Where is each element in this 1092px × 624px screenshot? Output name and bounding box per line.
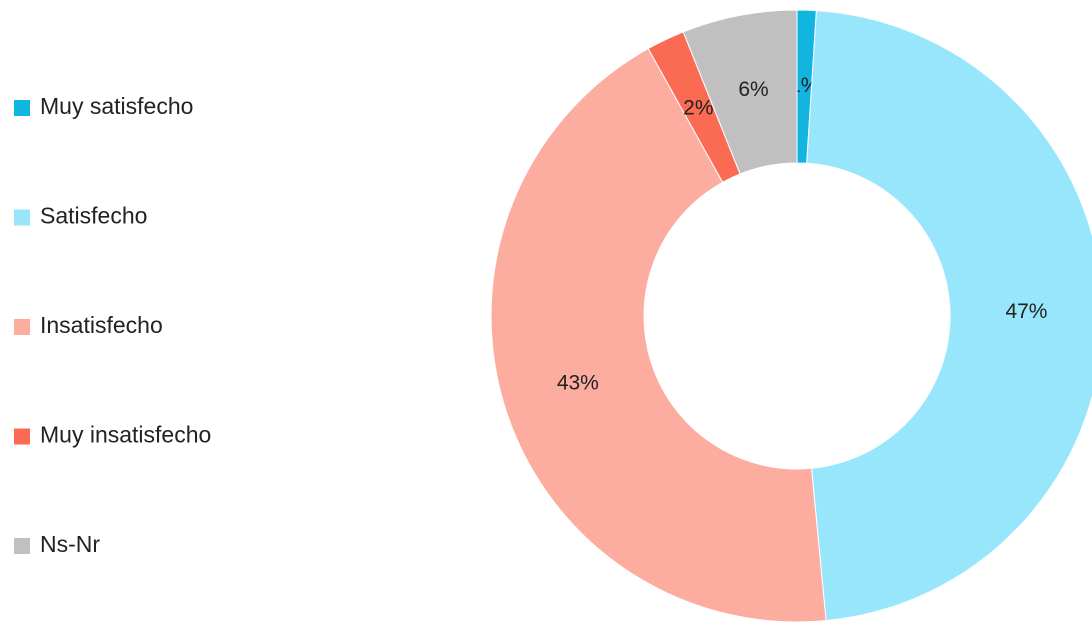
legend-text: Insatisfecho (40, 312, 163, 338)
slice (806, 10, 1092, 622)
legend-text: Satisfecho (40, 203, 147, 229)
slice (682, 9, 798, 175)
slice-label: 6% (738, 78, 768, 101)
legend-swatch (14, 100, 30, 116)
slice-label: 2% (683, 96, 713, 119)
legend-swatch (14, 428, 30, 445)
legend-swatch (14, 538, 30, 554)
legend-swatch (14, 319, 30, 335)
legend-text: Muy insatisfecho (40, 422, 211, 448)
slice (490, 47, 827, 623)
legend-text: Ns-Nr (40, 531, 100, 557)
slice-label: 43% (557, 372, 599, 395)
legend-text: Muy satisfecho (40, 93, 193, 119)
legend-swatch (14, 209, 30, 226)
slice-label: 47% (1005, 300, 1047, 323)
